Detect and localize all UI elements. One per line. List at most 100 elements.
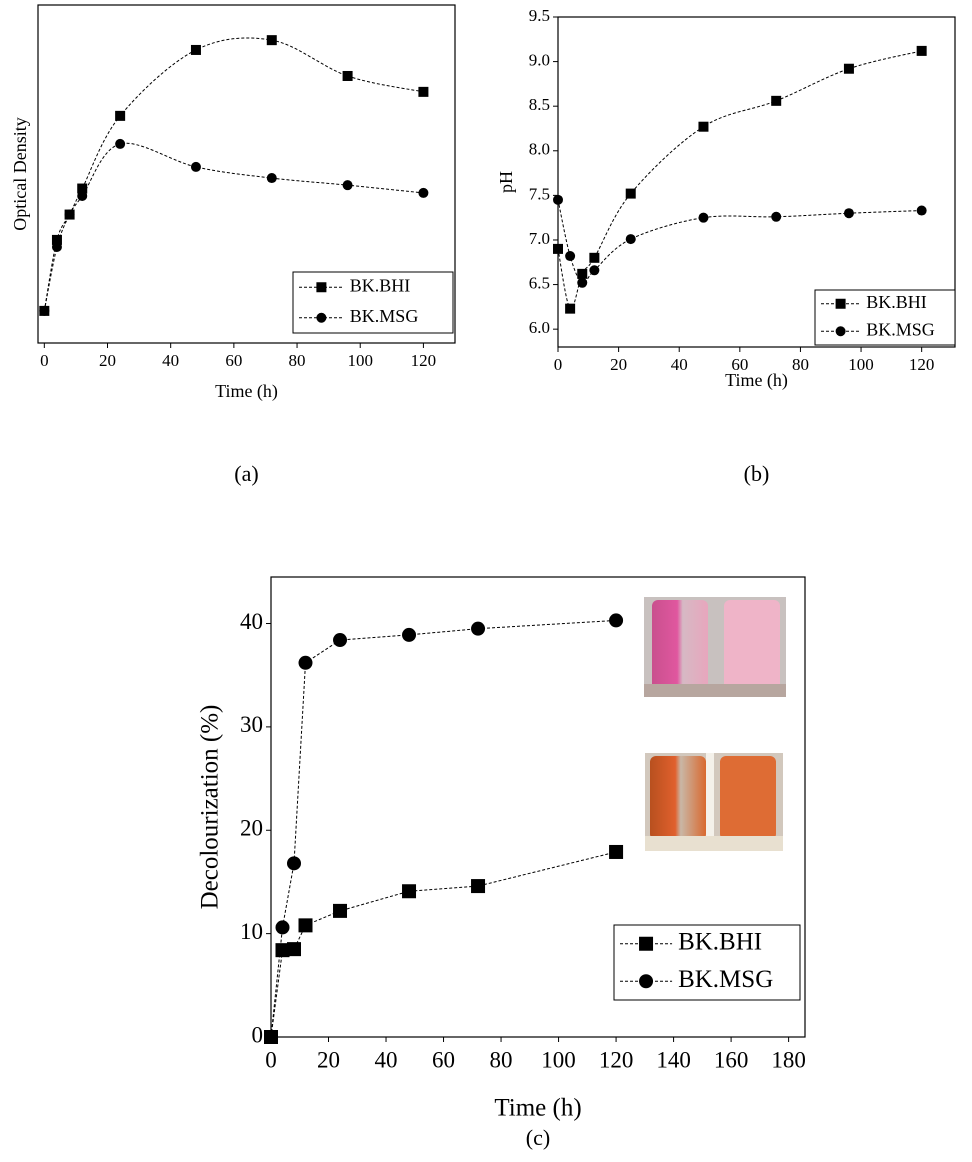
legend-label: BK.MSG [678,966,773,993]
caption: (a) [234,461,258,486]
caption: (c) [526,1125,550,1150]
x-tick-label: 60 [225,351,242,370]
data-point [333,633,348,648]
data-point [577,268,588,279]
data-point [916,205,927,216]
data-point [698,121,709,132]
data-point [418,187,429,198]
x-tick-label: 120 [599,1047,634,1072]
legend-label: BK.MSG [866,319,935,339]
x-tick-label: 40 [162,351,179,370]
data-point [342,180,353,191]
data-point [609,613,624,628]
data-point [565,251,576,262]
data-point [577,277,588,288]
plot-frame [37,4,456,344]
x-axis-label: Time (h) [725,370,788,391]
legend-label: BK.MSG [350,306,419,326]
legend-marker [639,974,654,989]
legend-marker [835,298,846,309]
y-tick-label: 7.5 [529,184,550,203]
data-point [589,265,600,276]
data-point [589,252,600,263]
x-tick-label: 60 [731,355,748,374]
y-axis-label: Decolourization (%) [197,705,224,910]
data-point [190,44,201,55]
x-tick-label: 0 [265,1047,277,1072]
x-tick-label: 80 [490,1047,513,1072]
photo-pink [644,597,786,697]
x-axis-label: Time (h) [494,1095,581,1122]
x-tick-label: 100 [541,1047,576,1072]
legend-marker [639,936,654,951]
data-point [553,194,563,205]
y-tick-label: 40 [240,609,263,634]
data-point [266,35,277,46]
x-tick-label: 20 [99,351,116,370]
series-line [270,851,617,1038]
data-point [298,918,313,933]
data-point [843,208,854,219]
data-point [266,173,277,184]
x-tick-label: 120 [411,351,437,370]
data-point [471,621,486,636]
data-point [565,303,576,314]
y-axis-label: Optical Density [10,117,30,230]
x-tick-label: 20 [610,355,627,374]
data-point [843,63,854,74]
y-tick-label: 6.0 [529,318,550,337]
y-tick-label: 9.5 [529,6,550,25]
data-point [625,234,636,245]
series-line [557,199,922,284]
legend-marker [316,312,327,323]
y-tick-label: 8.5 [529,95,550,114]
data-point [402,627,417,642]
y-tick-label: 6.5 [529,273,550,292]
series-line [43,37,424,311]
series-line [557,50,922,310]
data-point [39,305,50,316]
data-point [287,942,302,957]
data-point [190,161,201,172]
data-point [771,211,782,222]
x-tick-label: 140 [656,1047,691,1072]
data-point [287,856,302,871]
x-tick-label: 0 [554,355,563,374]
data-point [64,209,75,220]
caption: (b) [744,461,770,486]
plot-frame [270,576,806,1038]
legend-box [292,271,454,334]
x-tick-label: 100 [347,351,373,370]
data-point [51,234,62,245]
data-point [51,242,62,253]
data-point [553,243,563,254]
x-tick-label: 20 [317,1047,340,1072]
legend-marker [316,282,327,293]
plot-frame [557,16,956,348]
legend-marker [835,326,846,337]
data-point [771,95,782,106]
data-point [77,183,88,194]
x-tick-label: 60 [432,1047,455,1072]
data-point [275,943,290,958]
data-point [402,884,417,899]
data-point [471,879,486,894]
legend-label: BK.BHI [866,292,927,312]
x-tick-label: 40 [375,1047,398,1072]
data-point [342,70,353,81]
data-point [275,920,290,935]
x-tick-label: 180 [771,1047,806,1072]
data-point [264,1030,278,1044]
x-tick-label: 160 [714,1047,749,1072]
y-tick-label: 20 [240,816,263,841]
x-tick-label: 40 [671,355,688,374]
data-point [333,903,348,918]
data-point [609,844,624,859]
data-point [115,110,126,121]
x-tick-label: 100 [848,355,874,374]
y-tick-label: 10 [240,919,263,944]
data-point [916,45,927,56]
data-point [625,188,636,199]
x-tick-label: 120 [909,355,935,374]
